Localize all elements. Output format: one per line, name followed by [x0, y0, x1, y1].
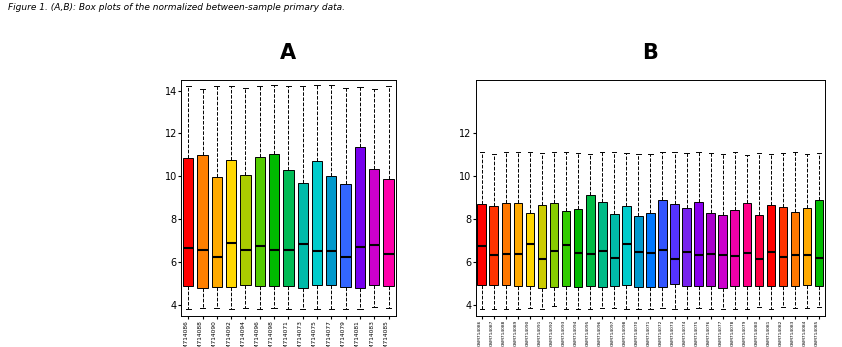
PathPatch shape	[197, 155, 208, 288]
PathPatch shape	[183, 158, 194, 286]
PathPatch shape	[646, 213, 655, 287]
Text: B: B	[642, 43, 658, 63]
PathPatch shape	[269, 154, 280, 286]
PathPatch shape	[610, 214, 619, 286]
PathPatch shape	[383, 179, 394, 286]
PathPatch shape	[573, 209, 583, 287]
PathPatch shape	[254, 157, 265, 286]
PathPatch shape	[538, 205, 546, 288]
PathPatch shape	[682, 208, 691, 286]
PathPatch shape	[312, 161, 322, 285]
PathPatch shape	[326, 176, 337, 285]
PathPatch shape	[514, 203, 522, 287]
PathPatch shape	[815, 200, 823, 286]
PathPatch shape	[586, 195, 594, 286]
PathPatch shape	[779, 208, 787, 286]
PathPatch shape	[695, 202, 703, 286]
PathPatch shape	[791, 212, 799, 286]
PathPatch shape	[340, 184, 351, 287]
PathPatch shape	[802, 208, 812, 285]
PathPatch shape	[743, 203, 751, 286]
PathPatch shape	[754, 215, 763, 286]
Text: A: A	[280, 43, 296, 63]
PathPatch shape	[598, 202, 606, 287]
PathPatch shape	[226, 160, 237, 287]
PathPatch shape	[670, 204, 679, 285]
PathPatch shape	[658, 200, 667, 287]
PathPatch shape	[489, 206, 498, 285]
PathPatch shape	[634, 217, 642, 287]
PathPatch shape	[283, 170, 294, 286]
PathPatch shape	[297, 183, 308, 288]
Text: Figure 1. (A,B): Box plots of the normalized between-sample primary data.: Figure 1. (A,B): Box plots of the normal…	[8, 3, 345, 12]
PathPatch shape	[369, 169, 380, 286]
PathPatch shape	[502, 203, 510, 285]
PathPatch shape	[562, 211, 570, 287]
PathPatch shape	[718, 215, 727, 288]
PathPatch shape	[240, 175, 251, 285]
PathPatch shape	[766, 205, 775, 286]
PathPatch shape	[550, 203, 558, 287]
PathPatch shape	[477, 204, 486, 286]
PathPatch shape	[354, 147, 365, 288]
PathPatch shape	[731, 210, 739, 286]
PathPatch shape	[211, 178, 222, 287]
PathPatch shape	[525, 213, 535, 286]
PathPatch shape	[622, 206, 631, 286]
PathPatch shape	[706, 213, 715, 286]
